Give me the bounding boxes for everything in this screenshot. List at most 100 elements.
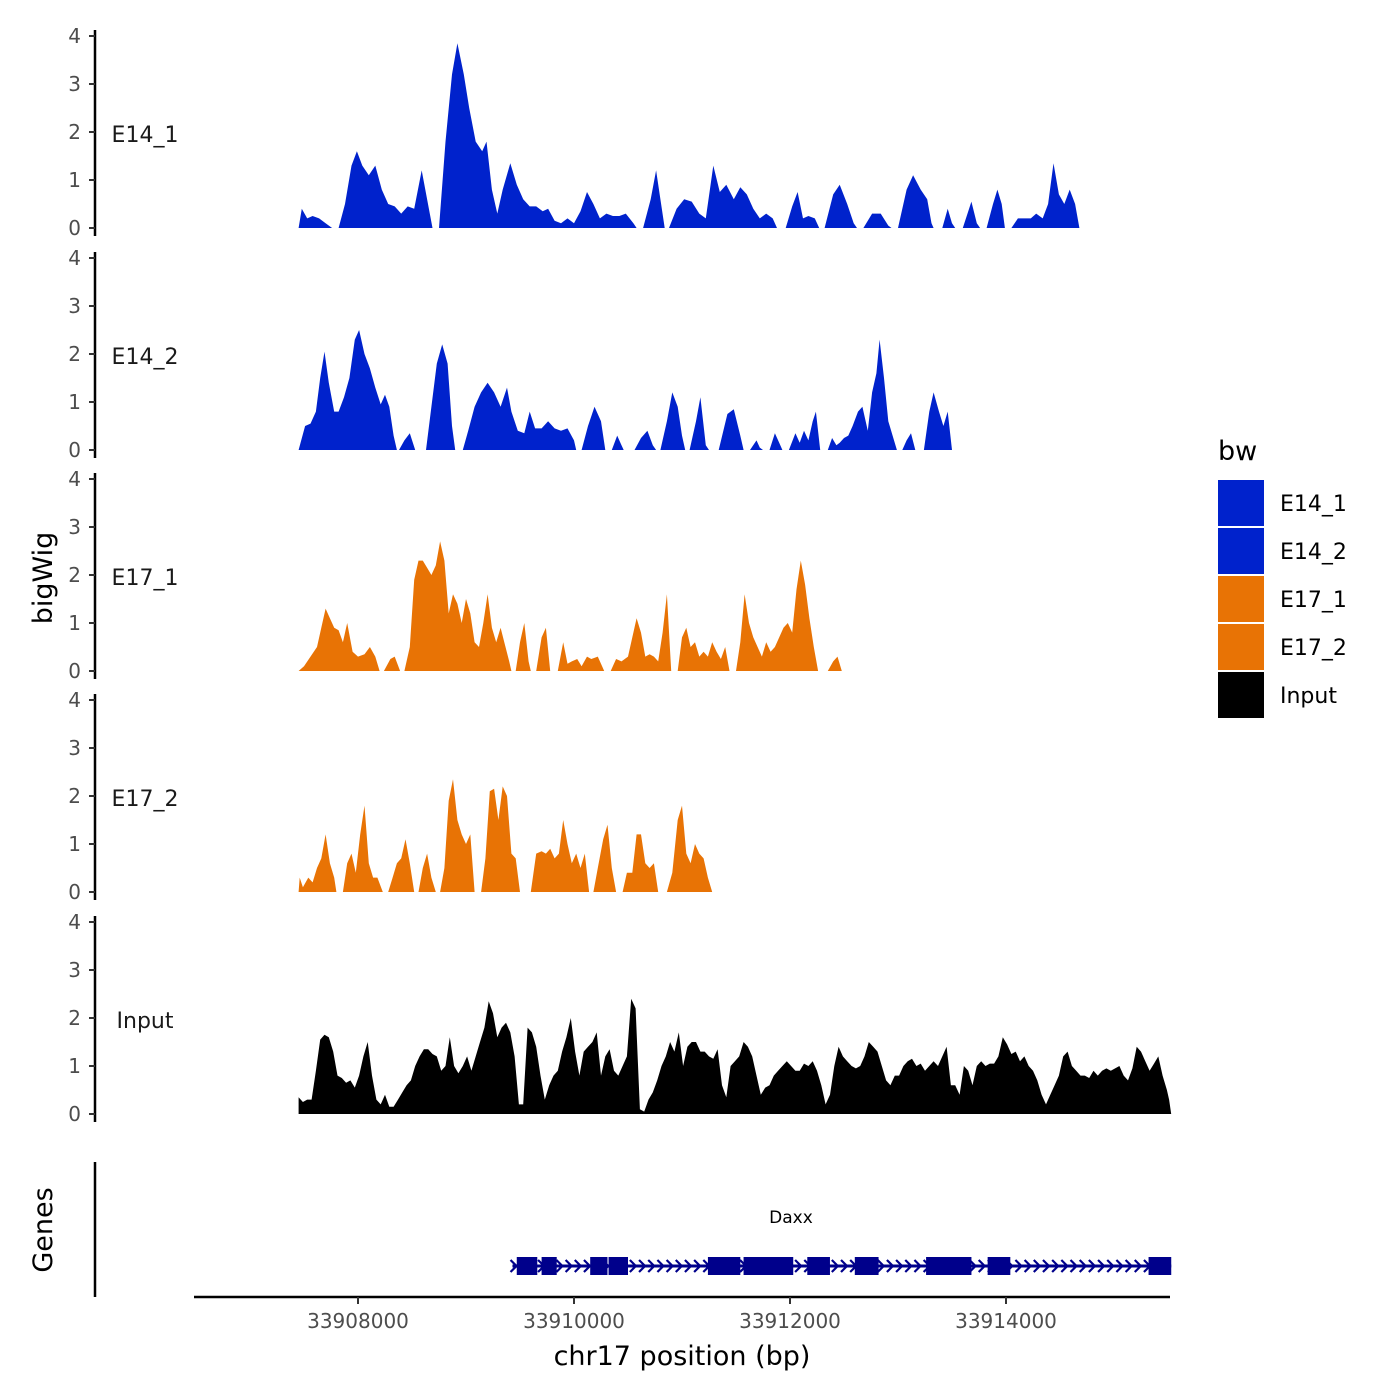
- exon-4: [608, 1257, 628, 1275]
- strand-arrow: [1042, 1259, 1051, 1273]
- strand-arrow: [574, 1259, 583, 1273]
- strand-arrow: [583, 1259, 592, 1273]
- legend-swatch-E17_2: [1218, 624, 1264, 670]
- area-E17_1: [298, 541, 842, 671]
- gene-panel: Daxx: [93, 1162, 1172, 1297]
- strand-arrow: [1097, 1259, 1106, 1273]
- strand-arrow: [876, 1259, 886, 1273]
- strand-arrow: [904, 1259, 913, 1273]
- y-tick-label-Input-2: 2: [68, 1006, 81, 1030]
- gene-panel-title: Genes: [28, 1187, 59, 1272]
- strand-arrow: [1069, 1259, 1079, 1273]
- track-Input: 0 1 2 3 4 Input: [68, 910, 1172, 1126]
- strand-arrow: [638, 1259, 647, 1273]
- strand-arrow: [1106, 1259, 1115, 1273]
- legend-label-Input: Input: [1280, 684, 1337, 709]
- exon-7: [807, 1257, 830, 1275]
- x-tick-label-33908000: 33908000: [307, 1309, 409, 1333]
- y-tick-label-E17_2-2: 2: [68, 784, 81, 808]
- exon-2: [541, 1257, 557, 1275]
- legend-swatch-E17_1: [1218, 576, 1264, 622]
- strand-arrow: [895, 1259, 904, 1273]
- strand-arrow: [1023, 1259, 1033, 1273]
- x-axis: 33908000 33910000 33912000 33914000: [194, 1295, 1170, 1333]
- legend-label-E14_1: E14_1: [1280, 492, 1347, 517]
- legend: bw E14_1 E14_2 E17_1 E17_2 Input: [1218, 436, 1347, 718]
- y-tick-label-E17_2-3: 3: [68, 736, 81, 760]
- y-tick-label-E14_2-4: 4: [68, 246, 81, 270]
- y-tick-label-E14_1-0: 0: [68, 216, 81, 240]
- area-Input: [298, 998, 1172, 1114]
- strand-arrow: [794, 1259, 803, 1273]
- y-tick-label-E14_1-3: 3: [68, 72, 81, 96]
- legend-swatch-E14_1: [1218, 480, 1264, 526]
- track-label-E14_2: E14_2: [112, 345, 179, 370]
- strand-arrow: [1088, 1259, 1097, 1273]
- area-E14_2: [298, 330, 953, 450]
- strand-arrow: [1051, 1259, 1060, 1273]
- y-axis-title-text: bigWig: [28, 532, 59, 625]
- y-tick-label-E14_2-0: 0: [68, 438, 81, 462]
- strand-arrow: [1014, 1259, 1023, 1273]
- y-axis-title: bigWig: [28, 532, 59, 625]
- track-label-Input: Input: [117, 1009, 174, 1034]
- strand-arrow: [684, 1259, 693, 1273]
- y-tick-label-E17_1-3: 3: [68, 515, 81, 539]
- legend-label-E17_1: E17_1: [1280, 588, 1347, 613]
- strand-arrow: [674, 1259, 684, 1273]
- x-tick-label-33914000: 33914000: [955, 1309, 1057, 1333]
- track-label-E14_1: E14_1: [112, 123, 179, 148]
- strand-arrow: [629, 1259, 638, 1273]
- y-tick-label-Input-0: 0: [68, 1102, 81, 1126]
- exon-3: [590, 1257, 608, 1275]
- strand-arrow: [840, 1259, 849, 1273]
- track-label-E17_2: E17_2: [112, 787, 179, 812]
- strand-arrow: [1060, 1259, 1069, 1273]
- strand-arrow: [555, 1259, 564, 1273]
- signal-tracks: 0 1 2 3 4 E14_1 0 1 2 3 4 E14_2 0 1 2 3 4 E17_1 0 1 2 3 4 E17_2…: [68, 24, 1172, 1126]
- x-tick-label-33912000: 33912000: [739, 1309, 841, 1333]
- area-E17_2: [298, 779, 713, 892]
- track-E14_1: 0 1 2 3 4 E14_1: [68, 24, 1080, 240]
- track-E14_2: 0 1 2 3 4 E14_2: [68, 246, 953, 462]
- strand-arrow: [977, 1259, 987, 1273]
- y-tick-label-E14_1-2: 2: [68, 120, 81, 144]
- strand-arrow: [1124, 1259, 1134, 1273]
- strand-arrow: [509, 1259, 519, 1273]
- x-tick-label-33910000: 33910000: [523, 1309, 625, 1333]
- strand-arrow: [665, 1259, 675, 1273]
- strand-arrow: [647, 1259, 656, 1273]
- gene-panel-title-text: Genes: [28, 1187, 59, 1272]
- y-tick-label-E14_1-1: 1: [68, 168, 81, 192]
- y-tick-label-Input-3: 3: [68, 958, 81, 982]
- y-tick-label-Input-4: 4: [68, 910, 81, 934]
- y-tick-label-E14_2-2: 2: [68, 342, 81, 366]
- exon-10: [987, 1257, 1011, 1275]
- legend-label-E14_2: E14_2: [1280, 540, 1347, 565]
- strand-arrow: [656, 1259, 665, 1273]
- y-tick-label-E17_1-2: 2: [68, 563, 81, 587]
- legend-swatch-E14_2: [1218, 528, 1264, 574]
- exon-1: [516, 1257, 538, 1275]
- exon-5: [707, 1257, 741, 1275]
- y-tick-label-E17_2-1: 1: [68, 832, 81, 856]
- exon-8: [854, 1257, 879, 1275]
- strand-arrow: [693, 1259, 702, 1273]
- strand-arrow: [913, 1259, 922, 1273]
- y-tick-label-E14_2-1: 1: [68, 390, 81, 414]
- strand-arrow: [968, 1259, 978, 1273]
- legend-label-E17_2: E17_2: [1280, 636, 1347, 661]
- strand-arrow: [831, 1259, 840, 1273]
- strand-arrow: [886, 1259, 895, 1273]
- strand-arrow: [1078, 1259, 1088, 1273]
- y-tick-label-Input-1: 1: [68, 1054, 81, 1078]
- strand-arrow: [1115, 1259, 1124, 1273]
- strand-arrow: [564, 1259, 574, 1273]
- track-E17_2: 0 1 2 3 4 E17_2: [68, 688, 713, 904]
- area-E14_1: [298, 43, 1080, 229]
- strand-arrow: [1133, 1259, 1143, 1273]
- track-label-E17_1: E17_1: [112, 566, 179, 591]
- y-tick-label-E17_1-0: 0: [68, 659, 81, 683]
- y-tick-label-E14_2-3: 3: [68, 294, 81, 318]
